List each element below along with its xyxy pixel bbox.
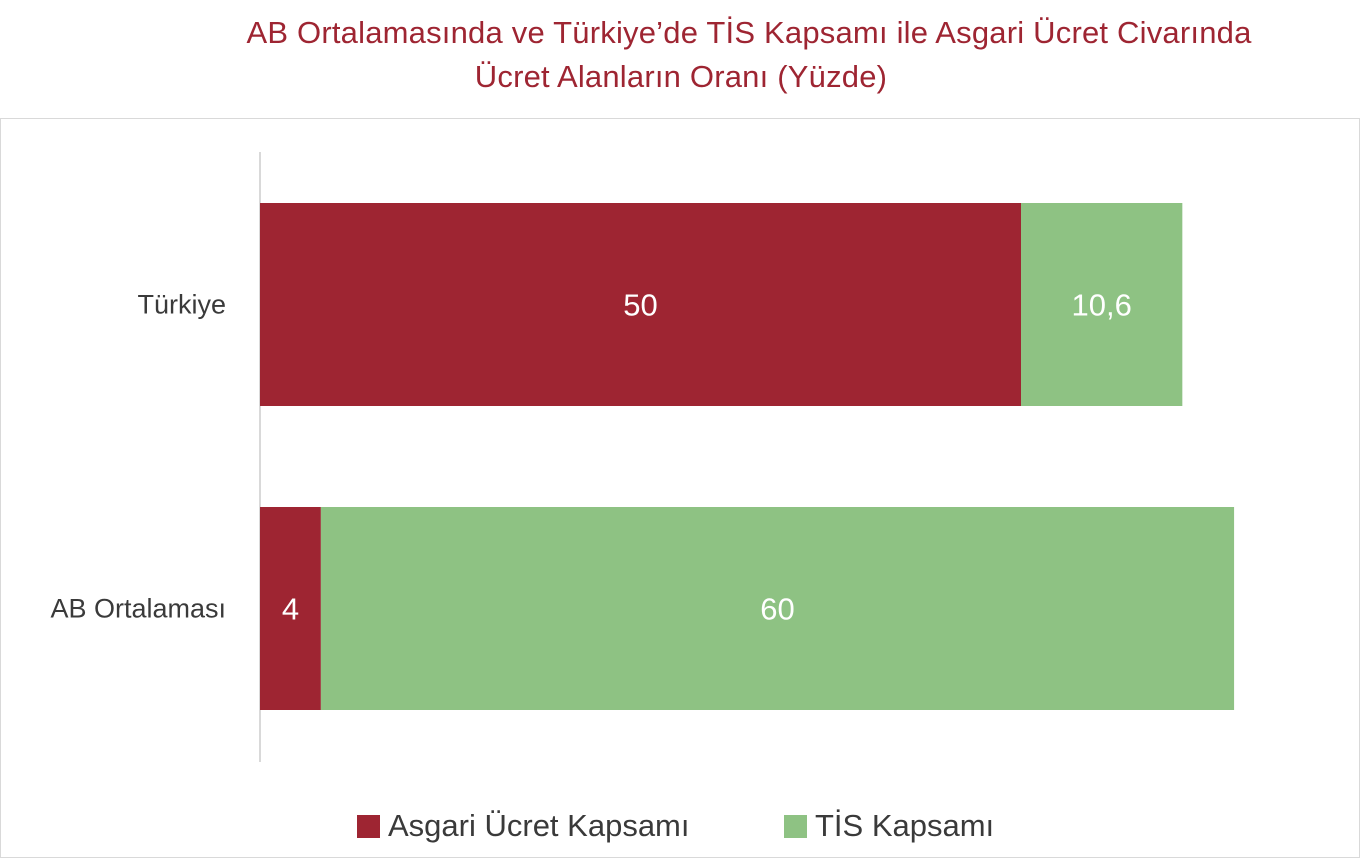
bar-segment	[1021, 203, 1183, 406]
category-label: AB Ortalaması	[50, 594, 226, 624]
legend-swatch	[357, 815, 380, 838]
legend-swatch	[784, 815, 807, 838]
data-label: 10,6	[1071, 288, 1131, 323]
bar-segment	[260, 203, 1021, 406]
legend-label: TİS Kapsamı	[815, 808, 994, 843]
data-label: 60	[760, 592, 794, 627]
data-label: 50	[623, 288, 657, 323]
data-label: 4	[282, 592, 299, 627]
bar-segment	[320, 507, 1235, 710]
chart-title-line-1: AB Ortalamasında ve Türkiye’de TİS Kapsa…	[246, 15, 1252, 50]
category-label: Türkiye	[137, 290, 226, 320]
legend-label: Asgari Ücret Kapsamı	[388, 808, 690, 843]
chart-title-line-2: Ücret Alanların Oranı (Yüzde)	[474, 59, 888, 94]
bar-segment	[260, 507, 321, 710]
